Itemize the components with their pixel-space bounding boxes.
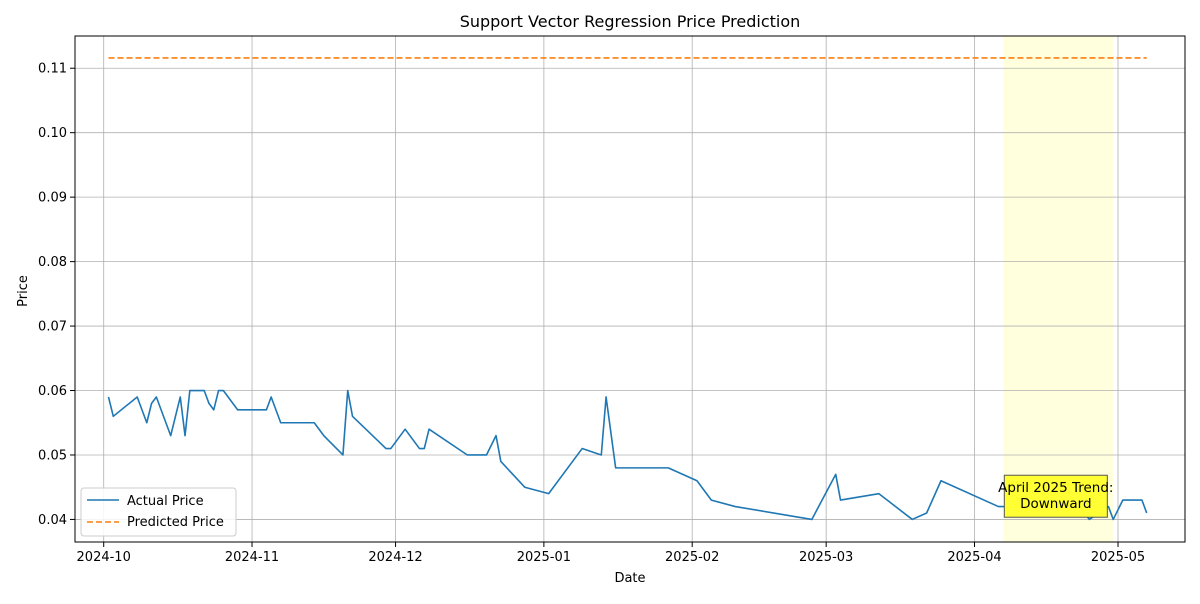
y-tick-label: 0.09 [38,191,67,206]
plot-frame [74,35,1186,543]
legend: Actual Price Predicted Price [80,487,237,537]
y-tick-label: 0.06 [38,384,67,399]
x-tick-label: 2025-01 [517,550,571,565]
y-axis-title: Price [16,275,31,307]
trend-annotation-text: April 2025 Trend: [998,480,1113,496]
x-tick-label: 2024-10 [77,550,131,565]
x-tick-label: 2025-05 [1091,550,1145,565]
x-axis-title: Date [614,571,645,586]
y-tick-label: 0.10 [38,126,67,141]
y-tick-label: 0.04 [38,513,67,528]
x-tick-label: 2025-04 [947,550,1001,565]
plot-area [75,36,1185,542]
x-tick-label: 2024-12 [368,550,422,565]
legend-box [80,487,237,537]
legend-label-predicted: Predicted Price [127,515,224,530]
trend-annotation-box [1003,474,1108,518]
y-tick-label: 0.05 [38,448,67,463]
x-tick-label: 2025-03 [799,550,853,565]
y-tick-label: 0.11 [38,62,67,77]
chart-title: Support Vector Regression Price Predicti… [460,12,801,31]
x-tick-label: 2024-11 [225,550,279,565]
legend-label-actual: Actual Price [127,494,204,509]
april-highlight-band [1003,36,1114,542]
actual-price-line [107,389,1148,521]
y-tick-label: 0.08 [38,255,67,270]
trend-annotation-text: Downward [1020,496,1091,512]
x-tick-label: 2025-02 [665,550,719,565]
y-tick-label: 0.07 [38,320,67,335]
